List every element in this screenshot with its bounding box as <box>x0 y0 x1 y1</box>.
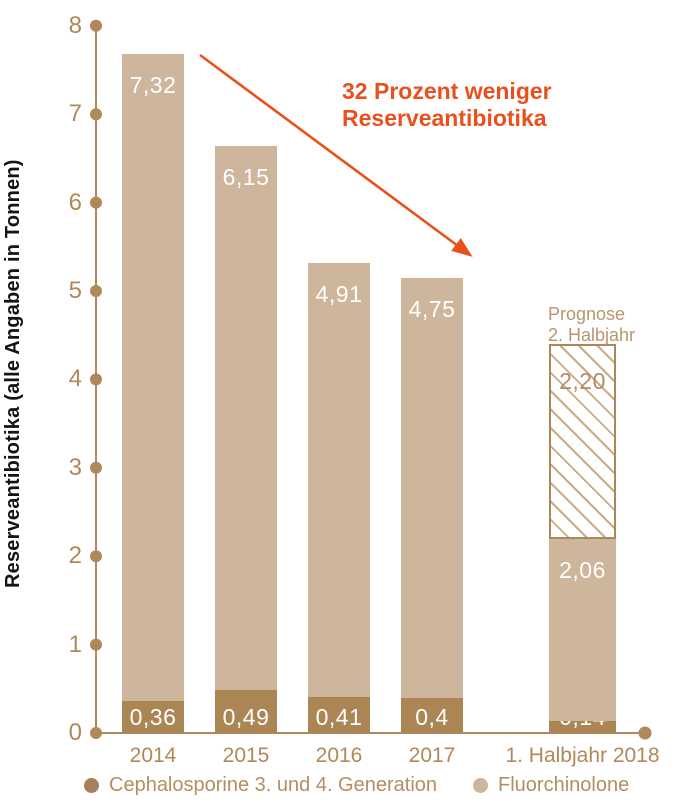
value-label-cephalosporine-2014: 0,36 <box>129 704 177 730</box>
y-tick-label-2: 2 <box>68 542 82 570</box>
y-tick-label-7: 7 <box>68 100 82 128</box>
bar-segment-2014-cephalosporine <box>122 701 184 733</box>
bar-segment-2017-cephalosporine <box>401 697 463 733</box>
bar-segment-1-Halbjahr-2018-prognose <box>549 344 616 539</box>
y-tick-label-5: 5 <box>68 277 82 304</box>
x-tick-label-2015: 2015 <box>222 744 270 767</box>
value-label-fluorchinolone-2014: 7,32 <box>129 72 177 99</box>
x-axis-end-dot <box>638 726 652 740</box>
legend-dot-cephalosporine-icon <box>84 778 99 793</box>
y-tick-label-1: 1 <box>68 630 82 658</box>
y-tick-label-4: 4 <box>68 365 82 393</box>
legend: Cephalosporine 3. und 4. Generation Fluo… <box>84 774 629 797</box>
value-label-cephalosporine-2017: 0,4 <box>415 704 449 730</box>
y-tick-label-0: 0 <box>68 719 82 746</box>
prognose-line-2: 2. Halbjahr <box>548 325 636 345</box>
y-tick-label-8: 8 <box>68 11 82 39</box>
value-label-cephalosporine-2015: 0,49 <box>222 704 270 730</box>
y-tick-dot-1 <box>90 638 102 651</box>
legend-dot-fluorchinolone-icon <box>473 778 489 793</box>
bar-segment-2016-fluorchinolone <box>308 262 370 697</box>
annotation-line-2: Reserveantibiotika <box>342 105 547 131</box>
x-tick-label-1-Halbjahr-2018: 1. Halbjahr 2018 <box>505 744 660 767</box>
legend-label-fluorchinolone: Fluorchinolone <box>498 774 630 796</box>
x-tick-label-2017: 2017 <box>408 744 456 767</box>
y-tick-dot-7 <box>90 108 102 121</box>
value-label-fluorchinolone-2016: 4,91 <box>315 280 363 307</box>
y-axis-title: Reserveantibiotika (alle Angaben in Tonn… <box>2 159 24 588</box>
annotation-text: 32 Prozent weniger Reserveantibiotika <box>342 78 552 132</box>
y-tick-dot-3 <box>90 461 102 474</box>
prognose-line-1: Prognose <box>548 304 626 324</box>
legend-item-cephalosporine: Cephalosporine 3. und 4. Generation <box>84 774 437 797</box>
bar-segment-2016-cephalosporine <box>308 696 370 733</box>
bar-segment-1-Halbjahr-2018-fluorchinolone <box>549 538 616 721</box>
value-label-fluorchinolone-1-Halbjahr-2018: 2,06 <box>559 556 606 583</box>
x-tick-label-2016: 2016 <box>315 744 363 767</box>
bar-segment-2015-fluorchinolone <box>215 146 277 690</box>
annotation-line-1: 32 Prozent weniger <box>342 78 552 104</box>
x-tick-label-2014: 2014 <box>129 744 177 767</box>
y-tick-dot-4 <box>90 373 102 386</box>
y-tick-dot-8 <box>90 19 102 32</box>
legend-label-cephalosporine: Cephalosporine 3. und 4. Generation <box>109 774 438 796</box>
y-tick-dot-0 <box>90 727 102 739</box>
y-tick-label-6: 6 <box>68 188 82 216</box>
value-label-fluorchinolone-2015: 6,15 <box>222 164 270 191</box>
bar-segment-2014-fluorchinolone <box>122 54 184 702</box>
value-label-fluorchinolone-2017: 4,75 <box>408 295 456 322</box>
value-label-prognose-1-Halbjahr-2018: 2,20 <box>559 368 606 395</box>
y-tick-dot-6 <box>90 196 102 209</box>
bar-segment-2017-fluorchinolone <box>401 277 463 698</box>
y-tick-dot-5 <box>90 285 102 297</box>
y-tick-dot-2 <box>90 550 102 563</box>
legend-item-fluorchinolone: Fluorchinolone <box>473 774 629 797</box>
value-label-cephalosporine-2016: 0,41 <box>315 704 363 730</box>
prognose-label: Prognose 2. Halbjahr <box>548 304 635 346</box>
bar-segment-2015-cephalosporine <box>215 689 277 733</box>
y-tick-label-3: 3 <box>68 453 82 481</box>
bar-segment-1-Halbjahr-2018-cephalosporine <box>549 720 616 733</box>
